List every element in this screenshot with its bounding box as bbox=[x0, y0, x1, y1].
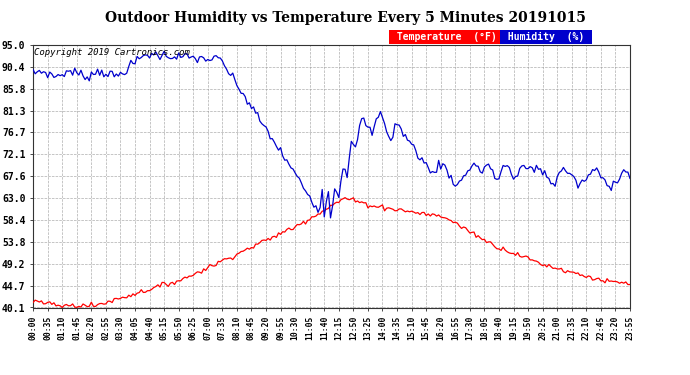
Text: Outdoor Humidity vs Temperature Every 5 Minutes 20191015: Outdoor Humidity vs Temperature Every 5 … bbox=[105, 11, 585, 25]
Text: Copyright 2019 Cartronics.com: Copyright 2019 Cartronics.com bbox=[34, 48, 190, 57]
Text: Temperature  (°F): Temperature (°F) bbox=[391, 32, 503, 42]
Text: Humidity  (%): Humidity (%) bbox=[502, 32, 590, 42]
